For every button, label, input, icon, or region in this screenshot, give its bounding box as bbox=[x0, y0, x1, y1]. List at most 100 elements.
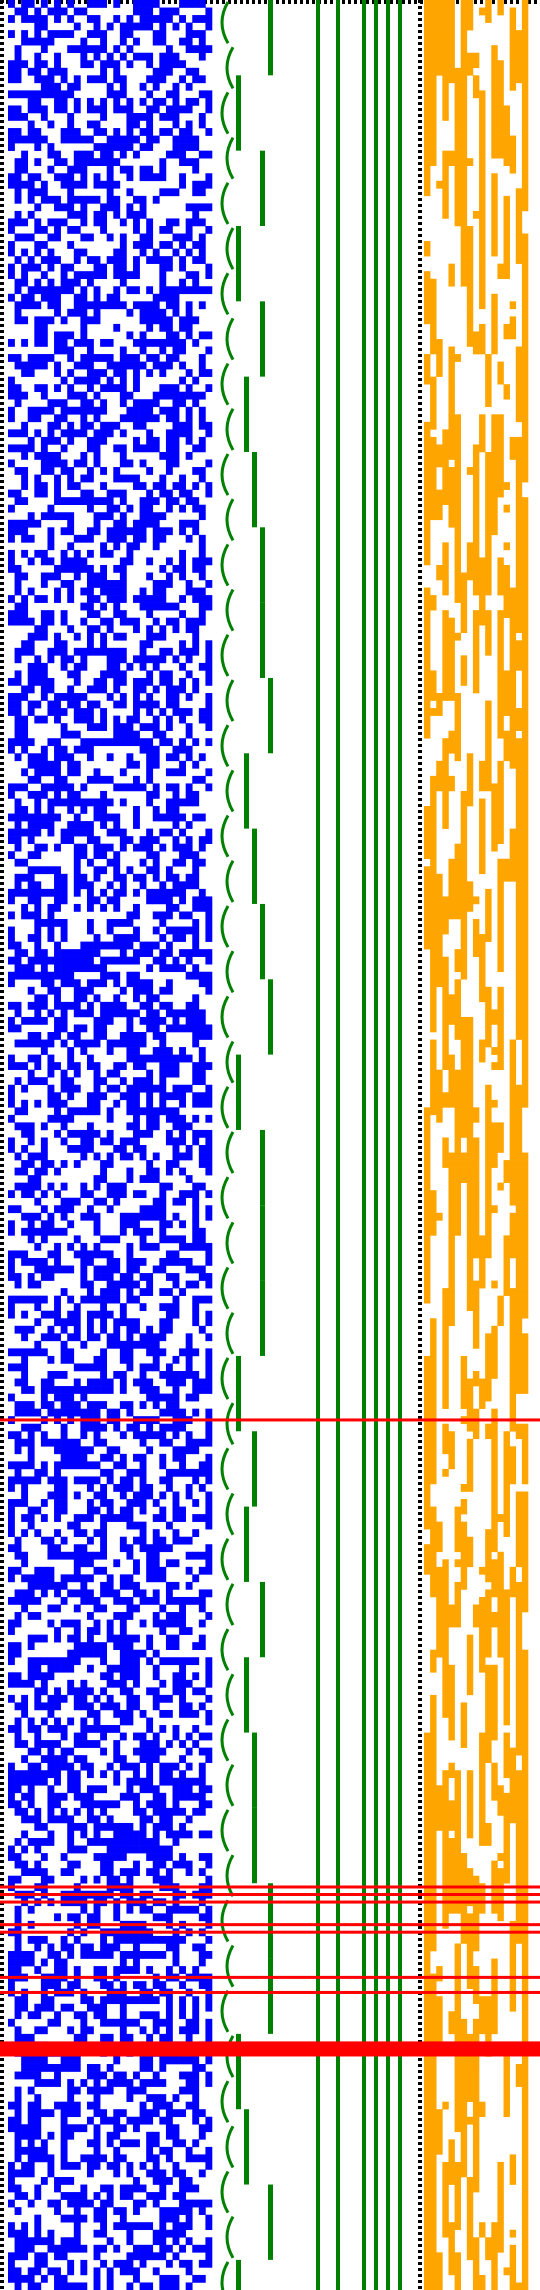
blue-bit bbox=[146, 708, 154, 716]
green-step bbox=[268, 677, 273, 754]
blue-bit bbox=[27, 1054, 35, 1063]
blue-bit bbox=[152, 1574, 160, 1583]
blue-bit bbox=[93, 2244, 101, 2253]
blue-bit bbox=[119, 301, 127, 310]
blue-bit bbox=[198, 1160, 206, 1168]
blue-bit bbox=[86, 1295, 94, 1304]
blue-bit bbox=[80, 45, 88, 54]
blue-bit bbox=[139, 1431, 147, 1440]
blue-bit bbox=[139, 165, 147, 174]
blue-bit bbox=[47, 512, 55, 521]
blue-bit bbox=[8, 1521, 15, 1530]
blue-bit bbox=[8, 271, 15, 280]
blue-bit bbox=[93, 610, 101, 618]
blue-bit bbox=[139, 1476, 147, 1485]
blue-bit bbox=[47, 429, 55, 438]
blue-bit bbox=[40, 1257, 48, 1266]
blue-bit bbox=[86, 1996, 94, 2005]
blue-bit bbox=[14, 1544, 22, 1553]
blue-bit bbox=[172, 22, 180, 31]
blue-bit bbox=[67, 760, 75, 769]
blue-bit bbox=[172, 602, 180, 611]
blue-bit bbox=[172, 2124, 180, 2133]
blue-bit bbox=[80, 406, 88, 415]
blue-bit bbox=[179, 760, 186, 769]
blue-bit bbox=[152, 2139, 160, 2148]
blue-bit bbox=[198, 1807, 206, 1816]
blue-bit bbox=[8, 2229, 15, 2238]
blue-bit bbox=[21, 338, 29, 347]
blue-bit bbox=[14, 730, 22, 739]
blue-bit bbox=[146, 1838, 154, 1846]
blue-bit bbox=[60, 1318, 68, 1327]
blue-bit bbox=[133, 783, 140, 792]
blue-bit bbox=[205, 1273, 213, 1281]
blue-bit bbox=[113, 1935, 121, 1944]
blue-bit bbox=[198, 112, 206, 121]
blue-bit bbox=[34, 1740, 42, 1748]
blue-bit bbox=[80, 1514, 88, 1522]
blue-bit bbox=[100, 384, 108, 393]
blue-bit bbox=[152, 602, 160, 611]
orange-bit bbox=[509, 7, 517, 16]
blue-bit bbox=[126, 1423, 134, 1432]
blue-bit bbox=[106, 354, 114, 362]
blue-bit bbox=[100, 105, 108, 114]
blue-bit bbox=[40, 323, 48, 332]
blue-bit bbox=[165, 617, 173, 626]
blue-bit bbox=[54, 308, 61, 317]
blue-bit bbox=[67, 971, 75, 980]
blue-bit bbox=[205, 2033, 213, 2042]
blue-bit bbox=[119, 1981, 127, 1989]
blue-bit bbox=[34, 1257, 42, 1266]
blue-bit bbox=[133, 1996, 140, 2005]
blue-bit bbox=[133, 911, 140, 920]
blue-bit bbox=[106, 2192, 114, 2200]
blue-bit bbox=[106, 1001, 114, 1010]
blue-bit bbox=[54, 1589, 61, 1598]
blue-bit bbox=[205, 2199, 213, 2208]
blue-bit bbox=[159, 1514, 167, 1522]
blue-bit bbox=[40, 2252, 48, 2261]
blue-bit bbox=[159, 489, 167, 498]
blue-bit bbox=[119, 263, 127, 272]
blue-bit bbox=[185, 1370, 193, 1379]
blue-bit bbox=[165, 2229, 173, 2238]
blue-bit bbox=[146, 964, 154, 973]
orange-bit bbox=[430, 52, 437, 61]
blue-bit bbox=[67, 1981, 75, 1989]
blue-bit bbox=[146, 2222, 154, 2231]
blue-bit bbox=[27, 2244, 35, 2253]
blue-bit bbox=[139, 173, 147, 182]
blue-bit bbox=[34, 926, 42, 935]
blue-bit bbox=[93, 1694, 101, 1703]
blue-bit bbox=[165, 903, 173, 912]
blue-bit bbox=[73, 1544, 81, 1553]
blue-bit bbox=[27, 617, 35, 626]
green-bracket bbox=[220, 91, 230, 135]
blue-bit bbox=[100, 1604, 108, 1613]
blue-bit bbox=[172, 1295, 180, 1304]
blue-bit bbox=[126, 1845, 134, 1854]
blue-bit bbox=[40, 482, 48, 490]
blue-bit bbox=[159, 843, 167, 852]
blue-bit bbox=[113, 919, 121, 927]
blue-bit bbox=[47, 708, 55, 716]
blue-bit bbox=[146, 2282, 154, 2290]
blue-bit bbox=[113, 655, 121, 664]
blue-bit bbox=[8, 911, 15, 920]
blue-bit bbox=[185, 1868, 193, 1876]
blue-bit bbox=[192, 1966, 200, 1974]
orange-bit bbox=[424, 52, 431, 61]
blue-bit bbox=[133, 1951, 140, 1959]
blue-bit bbox=[80, 459, 88, 468]
blue-bit bbox=[14, 2237, 22, 2246]
blue-bit bbox=[198, 467, 206, 475]
blue-bit bbox=[86, 1062, 94, 1070]
blue-bit bbox=[152, 1348, 160, 1357]
blue-bit bbox=[126, 941, 134, 950]
blue-bit bbox=[34, 406, 42, 415]
blue-bit bbox=[40, 1152, 48, 1161]
blue-bit bbox=[47, 1408, 55, 1417]
blue-bit bbox=[80, 1446, 88, 1455]
